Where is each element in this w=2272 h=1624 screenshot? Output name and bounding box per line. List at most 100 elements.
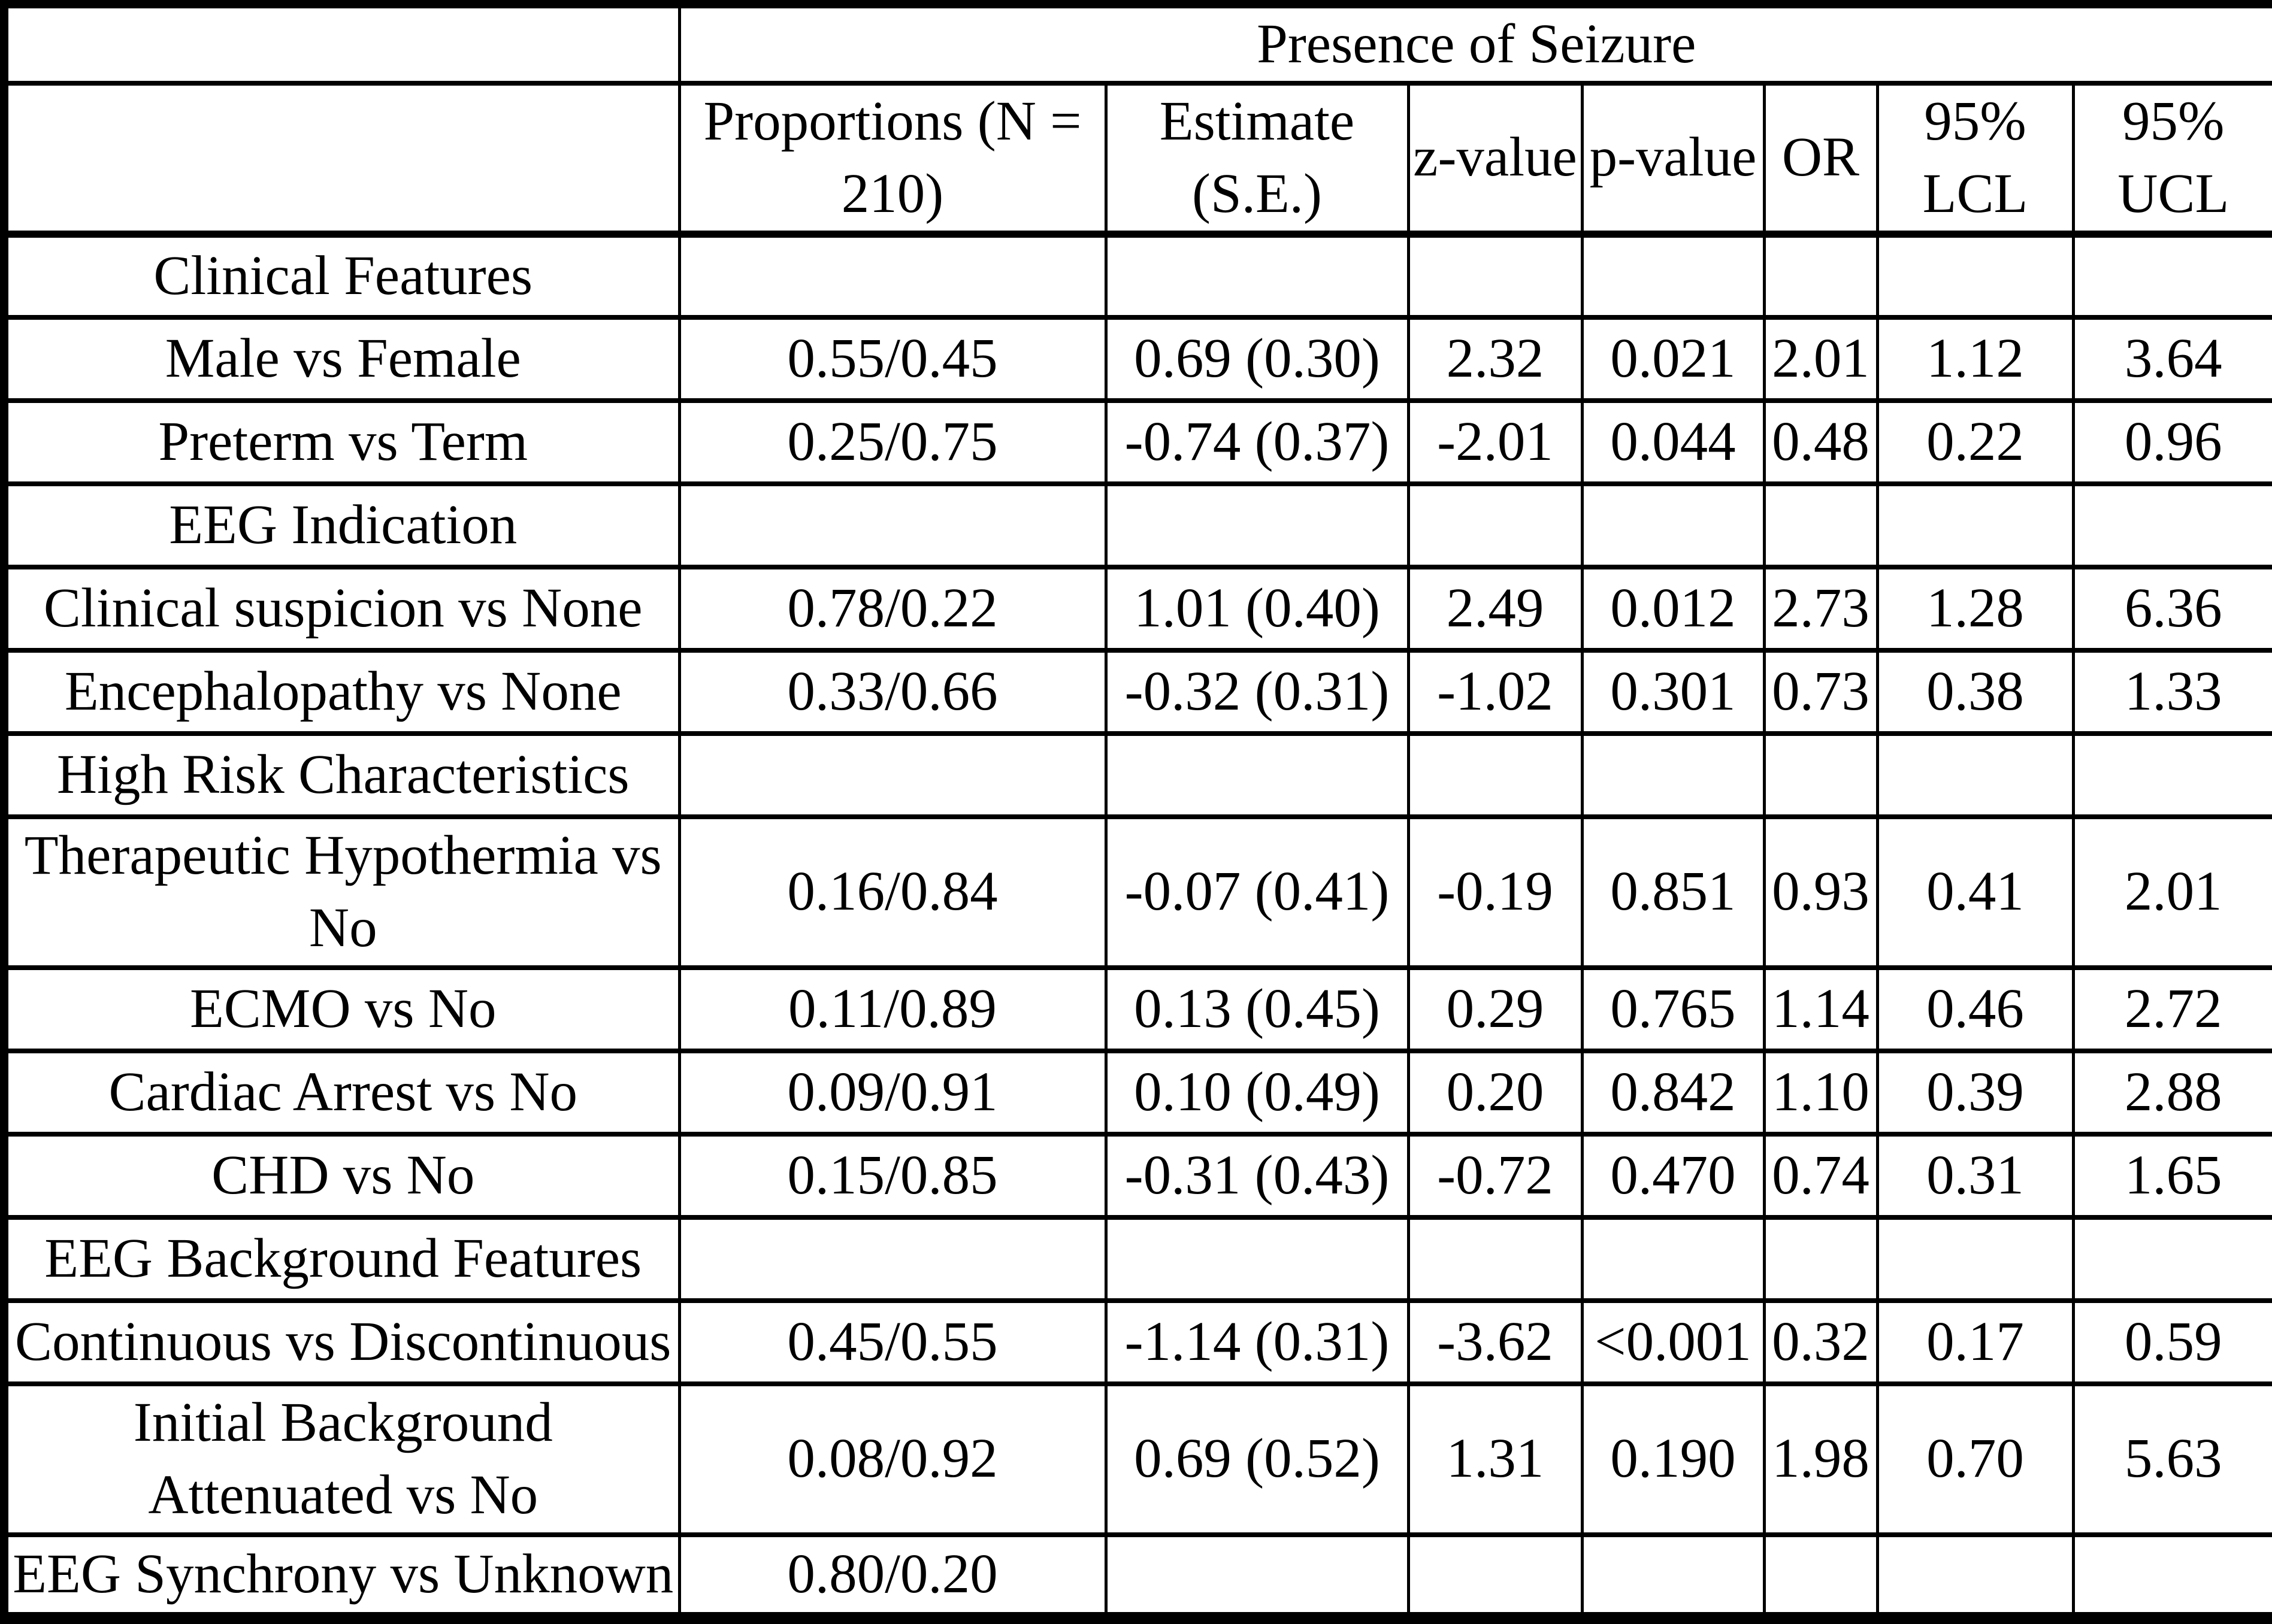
column-header-estimate: Estimate (S.E.) [1104, 80, 1410, 238]
p-value-cell: 0.021 [1580, 314, 1766, 403]
row-label: Male vs Female [2, 314, 681, 403]
row-label: Therapeutic Hypothermia vs No [2, 814, 681, 970]
lcl-cell: 0.17 [1875, 1298, 2075, 1386]
lcl-cell: 1.12 [1875, 314, 2075, 403]
proportions-cell: 0.80/0.20 [677, 1532, 1108, 1621]
estimate-cell: -0.32 (0.31) [1104, 647, 1410, 736]
lcl-cell: 0.39 [1875, 1048, 2075, 1137]
data-row-clinical-suspicion-vs-none: Clinical suspicion vs None 0.78/0.22 1.0… [2, 564, 2272, 653]
column-header-p-value: p-value [1580, 80, 1766, 238]
section-label: High Risk Characteristics [2, 731, 681, 819]
or-cell: 0.48 [1762, 398, 1879, 486]
or-cell: 2.73 [1762, 564, 1879, 653]
ucl-cell: 6.36 [2071, 564, 2272, 653]
row-label: EEG Synchrony vs Unknown [2, 1532, 681, 1621]
section-label: EEG Indication [2, 481, 681, 569]
lcl-cell: 0.31 [1875, 1131, 2075, 1220]
data-row-chd-vs-no: CHD vs No 0.15/0.85 -0.31 (0.43) -0.72 0… [2, 1131, 2272, 1220]
proportions-cell: 0.25/0.75 [677, 398, 1108, 486]
section-row-high-risk-characteristics: High Risk Characteristics [2, 731, 2272, 819]
or-cell: 1.14 [1762, 965, 1879, 1053]
estimate-cell: -0.74 (0.37) [1104, 398, 1410, 486]
ucl-cell [2071, 1532, 2272, 1621]
z-value-cell: 0.29 [1406, 965, 1584, 1053]
estimate-cell: 0.69 (0.30) [1104, 314, 1410, 403]
z-value-cell: -1.02 [1406, 647, 1584, 736]
z-value-cell: -0.72 [1406, 1131, 1584, 1220]
corner-cell [2, 80, 681, 238]
lcl-cell: 1.28 [1875, 564, 2075, 653]
p-value-cell: 0.301 [1580, 647, 1766, 736]
column-header-ucl: 95% UCL [2071, 80, 2272, 238]
row-label: ECMO vs No [2, 965, 681, 1053]
ucl-cell: 5.63 [2071, 1381, 2272, 1537]
data-row-continuous-vs-discontinuous: Continuous vs Discontinuous 0.45/0.55 -1… [2, 1298, 2272, 1386]
or-cell: 0.73 [1762, 647, 1879, 736]
section-row-eeg-background-features: EEG Background Features [2, 1214, 2272, 1303]
ucl-cell: 2.72 [2071, 965, 2272, 1053]
z-value-cell: -2.01 [1406, 398, 1584, 486]
estimate-cell [1104, 1532, 1410, 1621]
proportions-cell: 0.15/0.85 [677, 1131, 1108, 1220]
p-value-cell: 0.842 [1580, 1048, 1766, 1137]
column-header-proportions: Proportions (N = 210) [677, 80, 1108, 238]
p-value-cell [1580, 1532, 1766, 1621]
or-cell: 2.01 [1762, 314, 1879, 403]
proportions-cell: 0.55/0.45 [677, 314, 1108, 403]
proportions-cell: 0.78/0.22 [677, 564, 1108, 653]
row-label: Cardiac Arrest vs No [2, 1048, 681, 1137]
estimate-cell: -0.31 (0.43) [1104, 1131, 1410, 1220]
or-cell: 0.74 [1762, 1131, 1879, 1220]
p-value-cell: 0.044 [1580, 398, 1766, 486]
z-value-cell: 2.49 [1406, 564, 1584, 653]
z-value-cell: 2.32 [1406, 314, 1584, 403]
proportions-cell: 0.16/0.84 [677, 814, 1108, 970]
data-row-therapeutic-hypothermia-vs-no: Therapeutic Hypothermia vs No 0.16/0.84 … [2, 814, 2272, 970]
or-cell: 0.93 [1762, 814, 1879, 970]
p-value-cell: 0.470 [1580, 1131, 1766, 1220]
section-label: EEG Background Features [2, 1214, 681, 1303]
estimate-cell: -1.14 (0.31) [1104, 1298, 1410, 1386]
row-label: Preterm vs Term [2, 398, 681, 486]
z-value-cell: 0.20 [1406, 1048, 1584, 1137]
lcl-cell: 0.38 [1875, 647, 2075, 736]
ucl-cell: 2.88 [2071, 1048, 2272, 1137]
lcl-cell: 0.70 [1875, 1381, 2075, 1537]
ucl-cell: 0.59 [2071, 1298, 2272, 1386]
ucl-cell: 0.96 [2071, 398, 2272, 486]
row-label: Clinical suspicion vs None [2, 564, 681, 653]
proportions-cell: 0.45/0.55 [677, 1298, 1108, 1386]
column-header-row: Proportions (N = 210) Estimate (S.E.) z-… [2, 80, 2272, 238]
group-header-cell: Presence of Seizure [677, 2, 2272, 86]
data-row-ecmo-vs-no: ECMO vs No 0.11/0.89 0.13 (0.45) 0.29 0.… [2, 965, 2272, 1053]
row-label: Continuous vs Discontinuous [2, 1298, 681, 1386]
row-label: Initial Background Attenuated vs No [2, 1381, 681, 1537]
lcl-cell: 0.46 [1875, 965, 2075, 1053]
or-cell [1762, 1532, 1879, 1621]
z-value-cell [1406, 1532, 1584, 1621]
or-cell: 1.98 [1762, 1381, 1879, 1537]
p-value-cell: 0.012 [1580, 564, 1766, 653]
section-row-clinical-features: Clinical Features [2, 231, 2272, 320]
p-value-cell: 0.765 [1580, 965, 1766, 1053]
z-value-cell: 1.31 [1406, 1381, 1584, 1537]
p-value-cell: <0.001 [1580, 1298, 1766, 1386]
ucl-cell: 1.33 [2071, 647, 2272, 736]
estimate-cell: 0.10 (0.49) [1104, 1048, 1410, 1137]
proportions-cell: 0.11/0.89 [677, 965, 1108, 1053]
ucl-cell: 3.64 [2071, 314, 2272, 403]
estimate-cell: 1.01 (0.40) [1104, 564, 1410, 653]
section-row-eeg-indication: EEG Indication [2, 481, 2272, 569]
z-value-cell: -0.19 [1406, 814, 1584, 970]
section-label: Clinical Features [2, 231, 681, 320]
proportions-cell: 0.08/0.92 [677, 1381, 1108, 1537]
lcl-cell: 0.41 [1875, 814, 2075, 970]
z-value-cell: -3.62 [1406, 1298, 1584, 1386]
column-header-or: OR [1762, 80, 1879, 238]
estimate-cell: 0.13 (0.45) [1104, 965, 1410, 1053]
data-row-preterm-vs-term: Preterm vs Term 0.25/0.75 -0.74 (0.37) -… [2, 398, 2272, 486]
lcl-cell: 0.22 [1875, 398, 2075, 486]
data-row-initial-background-attenuated-vs-no: Initial Background Attenuated vs No 0.08… [2, 1381, 2272, 1537]
